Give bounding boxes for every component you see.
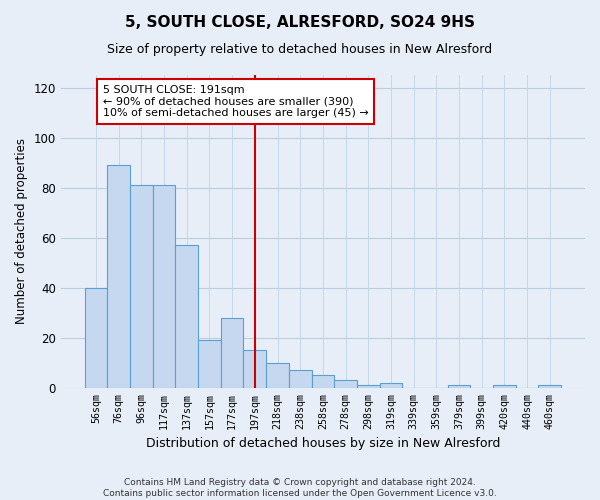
Bar [538,386,561,388]
Bar [334,380,357,388]
Bar [107,165,130,388]
Bar [493,386,516,388]
Text: 5 SOUTH CLOSE: 191sqm
← 90% of detached houses are smaller (390)
10% of semi-det: 5 SOUTH CLOSE: 191sqm ← 90% of detached … [103,85,368,118]
Y-axis label: Number of detached properties: Number of detached properties [15,138,28,324]
Bar [130,185,152,388]
Text: Contains HM Land Registry data © Crown copyright and database right 2024.
Contai: Contains HM Land Registry data © Crown c… [103,478,497,498]
Bar [85,288,107,388]
Bar [175,245,198,388]
Bar [311,376,334,388]
Bar [152,185,175,388]
Text: 5, SOUTH CLOSE, ALRESFORD, SO24 9HS: 5, SOUTH CLOSE, ALRESFORD, SO24 9HS [125,15,475,30]
Bar [380,383,403,388]
Bar [266,363,289,388]
Bar [448,386,470,388]
Bar [244,350,266,388]
Bar [221,318,244,388]
Bar [198,340,221,388]
Bar [289,370,311,388]
X-axis label: Distribution of detached houses by size in New Alresford: Distribution of detached houses by size … [146,437,500,450]
Text: Size of property relative to detached houses in New Alresford: Size of property relative to detached ho… [107,42,493,56]
Bar [357,386,380,388]
